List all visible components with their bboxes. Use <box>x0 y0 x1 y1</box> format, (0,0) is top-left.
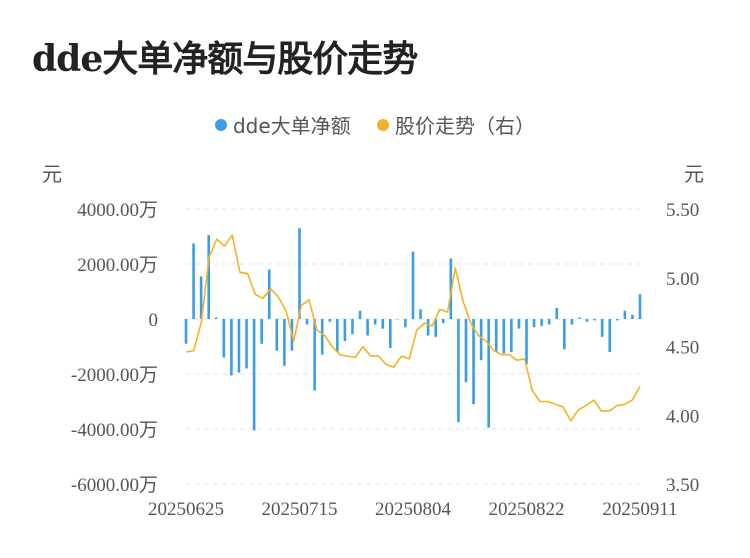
bar-dde <box>419 309 422 319</box>
bar-dde <box>616 319 619 321</box>
y-left-tick-label: -4000.00万 <box>71 420 158 441</box>
bar-dde <box>305 319 309 325</box>
legend-item-price[interactable]: 股价走势（右） <box>377 110 535 139</box>
left-axis-unit: 元 <box>42 162 62 186</box>
bar-dde <box>479 319 483 361</box>
legend-label-price: 股价走势（右） <box>395 114 536 138</box>
bar-dde <box>517 319 521 329</box>
bar-dde <box>313 319 316 391</box>
chart-legend: dde大单净额 股价走势（右） <box>0 110 750 139</box>
bar-dde <box>555 308 559 319</box>
bar-dde <box>578 317 581 319</box>
bar-dde <box>199 276 203 319</box>
bar-dde <box>214 317 218 319</box>
legend-dot-price <box>377 118 390 131</box>
bar-dde <box>593 319 596 321</box>
bar-dde <box>237 319 241 373</box>
bar-dde <box>449 258 453 319</box>
bar-dde <box>283 319 286 366</box>
bar-dde <box>411 251 415 319</box>
bar-dde <box>267 269 271 319</box>
bar-dde <box>540 319 543 326</box>
y-left-tick-label: 0 <box>149 310 159 331</box>
bar-dde <box>230 319 233 376</box>
legend-label-dde: dde大单净额 <box>232 114 351 138</box>
bar-dde <box>275 319 279 351</box>
bar-dde <box>623 310 627 319</box>
y-left-tick-label: -6000.00万 <box>71 475 158 496</box>
bar-dde <box>396 319 400 320</box>
y-left-tick-label: -2000.00万 <box>71 365 158 386</box>
y-right-tick-label: 4.00 <box>666 406 699 427</box>
legend-item-dde[interactable]: dde大单净额 <box>214 110 351 139</box>
bar-dde <box>328 319 332 322</box>
bar-dde <box>358 310 362 319</box>
bar-dde <box>320 319 324 355</box>
bar-dde <box>547 319 551 325</box>
right-axis-unit: 元 <box>684 162 704 186</box>
bar-dde <box>389 319 392 348</box>
bar-dde <box>472 319 475 405</box>
y-left-tick-label: 2000.00万 <box>77 255 158 276</box>
bar-dde <box>510 319 513 352</box>
bar-dde <box>426 319 430 336</box>
bar-dde <box>298 228 301 319</box>
bar-dde <box>600 319 604 337</box>
bar-dde <box>245 319 248 369</box>
bar-dde <box>343 319 347 341</box>
bar-dde <box>222 319 226 358</box>
chart-title: dde大单净额与股价走势 <box>32 38 418 80</box>
y-right-tick-label: 3.50 <box>666 475 699 496</box>
bar-dde <box>381 319 385 329</box>
bar-dde <box>464 319 468 383</box>
x-tick-label: 20250822 <box>489 499 565 520</box>
price-line <box>185 234 641 422</box>
bar-dde <box>184 319 188 344</box>
bar-dde <box>525 319 528 365</box>
bar-dde <box>631 314 634 319</box>
legend-dot-dde <box>214 118 227 131</box>
bar-dde <box>351 319 354 335</box>
bar-dde <box>366 319 369 336</box>
bar-dde <box>638 294 642 319</box>
y-right-tick-label: 4.50 <box>666 338 699 359</box>
bar-dde <box>532 319 536 328</box>
x-tick-label: 20250715 <box>262 499 338 520</box>
bar-dde <box>404 319 407 328</box>
bar-dde <box>192 243 195 319</box>
x-tick-label: 20250911 <box>602 499 677 520</box>
bar-dde <box>336 319 339 352</box>
bar-dde <box>585 319 589 322</box>
bar-dde <box>487 319 490 428</box>
y-right-tick-label: 5.00 <box>666 269 699 290</box>
bar-dde <box>441 319 445 324</box>
bar-dde <box>207 235 210 319</box>
bar-dde <box>563 319 566 350</box>
bar-dde <box>260 319 263 344</box>
bar-dde <box>570 319 574 325</box>
y-left-tick-label: 4000.00万 <box>77 200 158 221</box>
x-tick-label: 20250804 <box>375 499 452 520</box>
bar-dde <box>502 319 506 354</box>
y-right-tick-label: 5.50 <box>666 200 699 221</box>
bar-dde <box>457 319 460 423</box>
bar-dde <box>608 319 612 352</box>
bar-dde <box>434 319 437 337</box>
bar-dde <box>373 319 377 325</box>
bar-dde <box>494 319 498 352</box>
x-tick-label: 20250625 <box>148 499 224 520</box>
bar-dde <box>252 319 256 431</box>
